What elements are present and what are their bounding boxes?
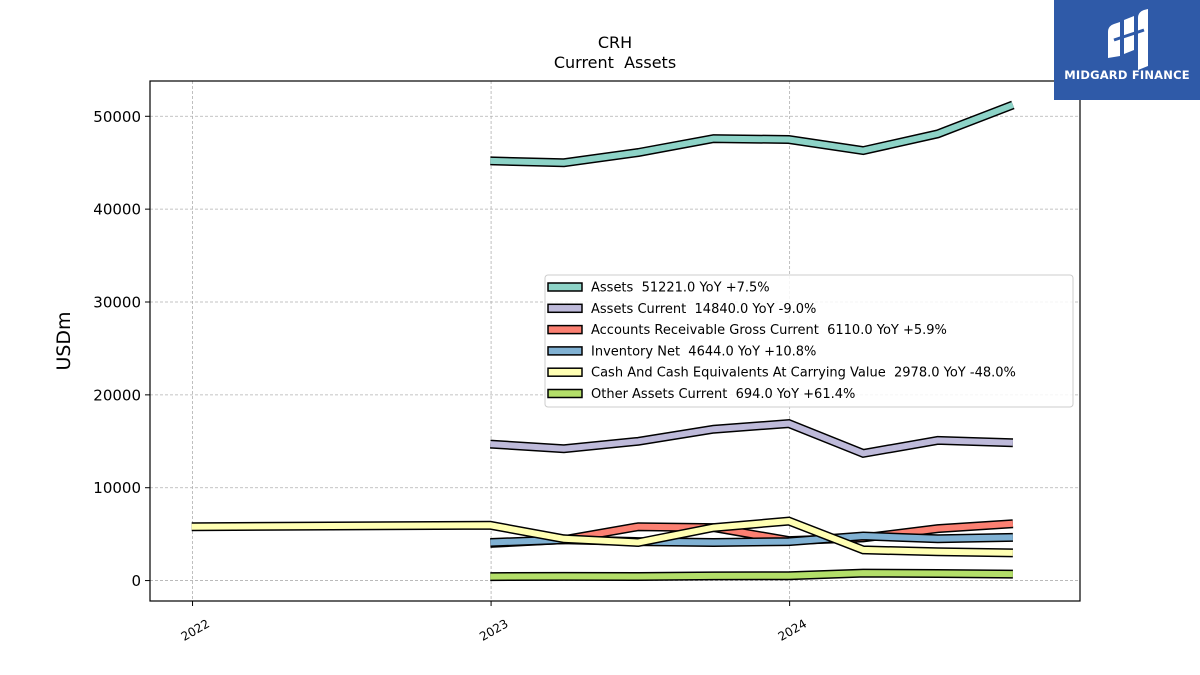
plot-frame: [149, 80, 1081, 602]
legend-box: [544, 274, 1074, 408]
logo-text: MIDGARD FINANCE: [1064, 68, 1190, 82]
chart-subtitle: Current Assets: [554, 53, 676, 72]
legend-swatch: [547, 303, 583, 314]
series-5: [490, 568, 1013, 582]
x-tick-label: 2024: [776, 616, 809, 643]
series-0: [490, 100, 1015, 168]
legend-label: Other Assets Current 694.0 YoY +61.4%: [591, 387, 855, 402]
legend: Assets 51221.0 YoY +7.5% Assets Current 1…: [544, 274, 1074, 408]
midgard-logo-icon: [1108, 9, 1148, 70]
y-tick-label: 0: [131, 572, 141, 590]
series-4: [191, 516, 1013, 558]
series-line: [490, 420, 1013, 457]
legend-label: Assets 51221.0 YoY +7.5%: [591, 281, 770, 296]
legend-label: Inventory Net 4644.0 YoY +10.8%: [591, 344, 816, 359]
y-tick-label: 50000: [93, 108, 141, 126]
y-tick-label: 40000: [93, 201, 141, 219]
midgard-finance-logo: MIDGARD FINANCE: [1054, 0, 1200, 100]
chart-title: CRH: [598, 33, 632, 52]
series-line: [490, 570, 1013, 580]
series-layer: [191, 100, 1015, 582]
legend-label: Cash And Cash Equivalents At Carrying Va…: [591, 366, 1016, 381]
legend-swatch: [547, 346, 583, 356]
y-tick-label: 10000: [93, 479, 141, 497]
y-axis-label: USDm: [53, 311, 75, 370]
legend-swatch: [547, 282, 583, 292]
series-line: [490, 102, 1014, 166]
x-axis: 2022 2023 2024: [179, 601, 809, 644]
y-tick-label: 20000: [93, 386, 141, 404]
x-tick-label: 2023: [477, 616, 510, 643]
y-tick-label: 30000: [93, 294, 141, 312]
series-1: [490, 419, 1014, 459]
legend-label: Assets Current 14840.0 YoY -9.0%: [591, 302, 816, 317]
legend-swatch: [547, 324, 583, 335]
x-tick-label: 2022: [179, 616, 212, 643]
legend-swatch: [547, 388, 583, 399]
series-line: [191, 518, 1013, 556]
legend-label: Accounts Receivable Gross Current 6110.0…: [591, 323, 947, 338]
legend-swatch: [547, 367, 583, 377]
y-axis: 0 10000 20000 30000 40000 50000: [93, 108, 150, 590]
